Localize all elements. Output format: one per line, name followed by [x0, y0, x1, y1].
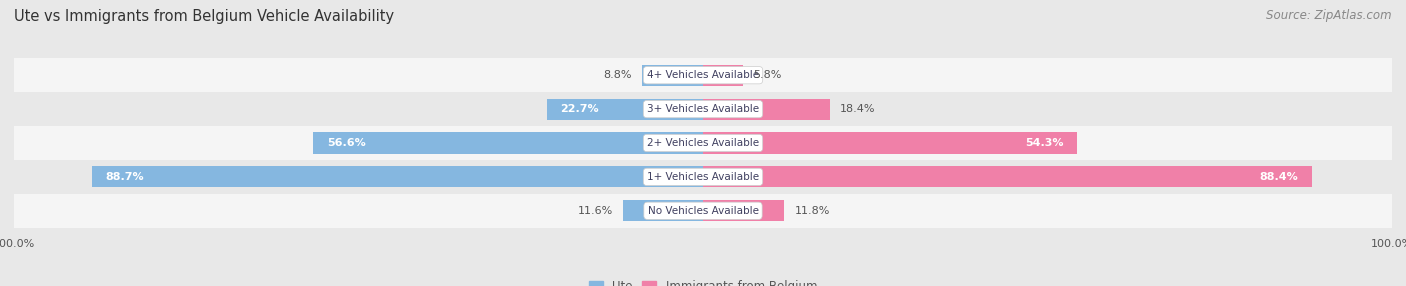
Bar — [14, 92, 1392, 126]
Bar — [14, 160, 1392, 194]
Text: 18.4%: 18.4% — [841, 104, 876, 114]
Text: 11.6%: 11.6% — [578, 206, 613, 216]
Text: No Vehicles Available: No Vehicles Available — [648, 206, 758, 216]
Bar — [703, 65, 742, 86]
Bar — [703, 132, 1077, 154]
Text: 54.3%: 54.3% — [1025, 138, 1063, 148]
Bar — [623, 200, 703, 221]
Text: 11.8%: 11.8% — [794, 206, 830, 216]
Bar — [91, 166, 703, 187]
Bar — [14, 58, 1392, 92]
Text: 1+ Vehicles Available: 1+ Vehicles Available — [647, 172, 759, 182]
Text: 2+ Vehicles Available: 2+ Vehicles Available — [647, 138, 759, 148]
Bar — [703, 166, 1312, 187]
Text: 4+ Vehicles Available: 4+ Vehicles Available — [647, 70, 759, 80]
Text: Source: ZipAtlas.com: Source: ZipAtlas.com — [1267, 9, 1392, 21]
Text: Ute vs Immigrants from Belgium Vehicle Availability: Ute vs Immigrants from Belgium Vehicle A… — [14, 9, 394, 23]
Bar — [14, 126, 1392, 160]
Bar — [14, 194, 1392, 228]
Bar — [643, 65, 703, 86]
Bar — [703, 200, 785, 221]
Text: 8.8%: 8.8% — [603, 70, 633, 80]
Text: 88.7%: 88.7% — [105, 172, 145, 182]
Text: 88.4%: 88.4% — [1260, 172, 1298, 182]
Bar — [314, 132, 703, 154]
Text: 22.7%: 22.7% — [561, 104, 599, 114]
Text: 56.6%: 56.6% — [326, 138, 366, 148]
Legend: Ute, Immigrants from Belgium: Ute, Immigrants from Belgium — [583, 276, 823, 286]
Bar — [547, 99, 703, 120]
Text: 5.8%: 5.8% — [754, 70, 782, 80]
Text: 3+ Vehicles Available: 3+ Vehicles Available — [647, 104, 759, 114]
Bar — [703, 99, 830, 120]
